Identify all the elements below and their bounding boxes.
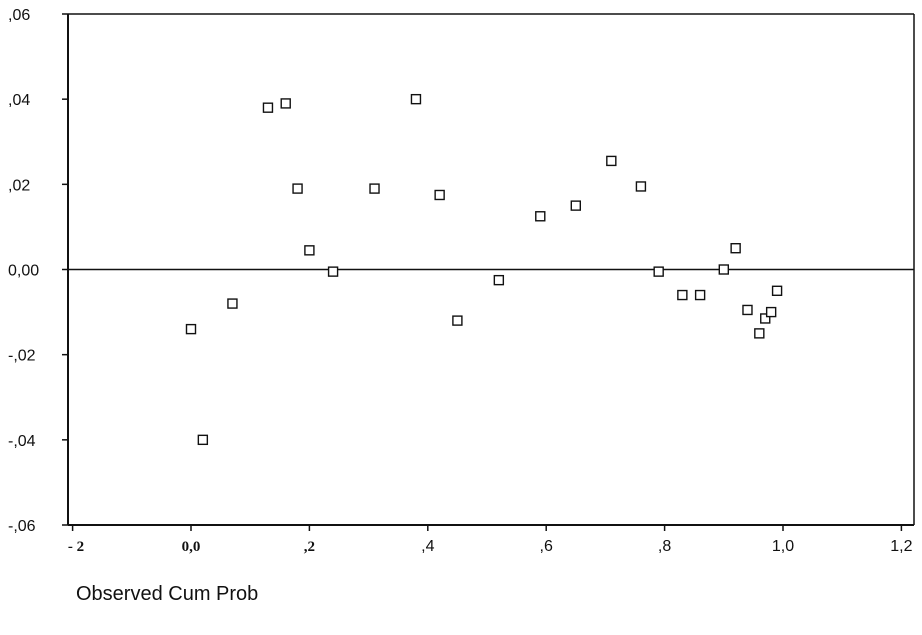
data-point xyxy=(535,211,546,222)
x-tick-label: ,6 xyxy=(540,538,553,555)
data-point xyxy=(434,189,445,201)
y-axis-ticks: ,06 ,04 ,02 0,00 -,02 -,04 -,06 xyxy=(8,7,68,535)
data-point xyxy=(570,200,581,211)
y-tick-label: 0,00 xyxy=(8,263,39,280)
data-point xyxy=(718,264,729,275)
y-tick-label: -,02 xyxy=(8,348,36,365)
data-point xyxy=(452,315,463,326)
y-tick-label: ,04 xyxy=(8,92,30,109)
data-points xyxy=(185,93,783,446)
data-point xyxy=(635,181,647,192)
data-point xyxy=(227,298,238,309)
data-point xyxy=(410,93,422,105)
x-tick-label: ,4 xyxy=(421,538,434,555)
data-point xyxy=(292,183,303,194)
x-tick-label: 1,2 xyxy=(890,538,912,555)
x-axis-ticks: - 2 0,0 ,2 ,4 ,6 ,8 1,0 1,2 xyxy=(68,525,913,555)
y-tick-label: -,06 xyxy=(8,518,36,535)
data-point xyxy=(606,155,617,167)
x-tick-label: - 2 xyxy=(68,539,84,555)
data-point xyxy=(280,98,291,109)
x-axis-label: Observed Cum Prob xyxy=(76,583,258,605)
data-point xyxy=(754,328,765,339)
data-point xyxy=(262,102,274,113)
data-point xyxy=(677,289,688,301)
x-tick-label: 0,0 xyxy=(182,539,201,555)
data-point xyxy=(771,285,783,296)
data-point xyxy=(653,266,664,277)
data-point xyxy=(304,245,315,256)
x-tick-label: ,2 xyxy=(304,539,315,555)
data-point xyxy=(493,274,505,286)
data-point xyxy=(369,183,380,194)
y-tick-label: ,02 xyxy=(8,177,30,194)
data-point xyxy=(197,434,209,446)
data-point xyxy=(730,243,741,254)
x-tick-label: ,8 xyxy=(658,538,671,555)
y-tick-label: -,04 xyxy=(8,433,36,450)
y-tick-label: ,06 xyxy=(8,7,30,24)
plot-frame xyxy=(67,13,915,526)
data-point xyxy=(694,289,706,301)
data-point xyxy=(185,323,197,335)
x-tick-label: 1,0 xyxy=(772,538,794,555)
data-point xyxy=(327,266,339,277)
data-point xyxy=(742,304,753,316)
data-point xyxy=(765,306,777,318)
data-point xyxy=(760,313,771,324)
